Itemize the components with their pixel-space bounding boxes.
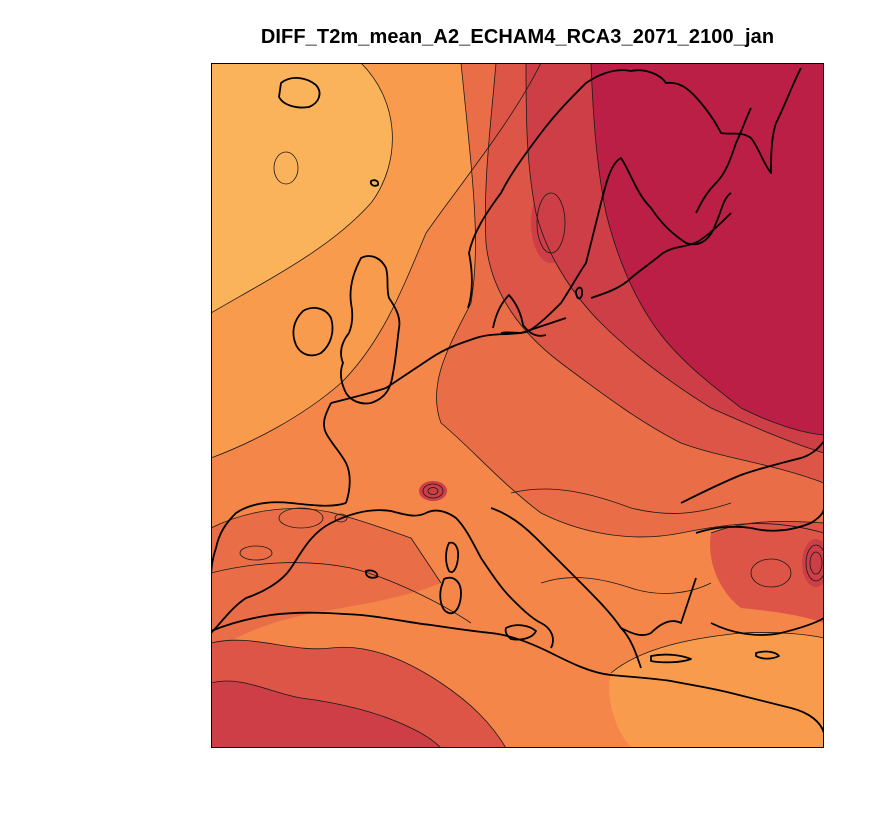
band-level-1 — [211, 63, 393, 313]
coastline-sardinia — [439, 576, 462, 615]
contour-line — [211, 680, 442, 748]
coastline-france-west — [323, 402, 351, 504]
coastlines — [211, 67, 824, 734]
band-level-6-southwest — [211, 680, 441, 748]
contour-line — [540, 577, 712, 594]
coastline-cyprus — [755, 650, 780, 660]
coastline-black-sea — [680, 440, 824, 504]
contour-line — [750, 558, 792, 588]
contour-line — [484, 63, 824, 484]
coastline-iberia-south — [211, 509, 427, 634]
coastline-crete — [650, 653, 692, 664]
contour-line — [211, 63, 542, 459]
contour-line — [536, 192, 566, 254]
band-level-4-southwest — [211, 508, 441, 653]
coastline-continent-north — [330, 317, 567, 404]
coastline-faroes — [369, 179, 380, 187]
coastline-denmark — [492, 294, 547, 337]
coastline-biscay-iberia — [211, 501, 347, 584]
coastline-turkey — [695, 507, 824, 534]
contour-line — [211, 508, 442, 584]
contour-line — [273, 151, 299, 185]
coastline-sicily — [504, 624, 537, 641]
contour-line — [525, 63, 824, 454]
contour-line — [510, 488, 732, 514]
contour-line — [211, 639, 507, 748]
coastline-gotland — [575, 286, 584, 300]
contour-lines — [211, 63, 824, 748]
band-level-5-turkey — [710, 521, 824, 623]
coastline-mallorca — [365, 569, 379, 579]
coastline-iceland-fragment — [278, 77, 321, 109]
coastline-north-africa — [211, 611, 824, 734]
coastline-greece — [620, 577, 697, 636]
coastline-baltic-east — [590, 212, 732, 299]
contour-line — [211, 63, 393, 314]
coastline-italy — [425, 509, 554, 649]
contour-line — [436, 63, 824, 538]
contour-line — [278, 507, 324, 529]
contour-line — [239, 545, 273, 561]
map-title: DIFF_T2m_mean_A2_ECHAM4_RCA3_2071_2100_j… — [260, 26, 775, 48]
coastline-corsica — [445, 541, 460, 573]
contour-line — [590, 63, 824, 436]
contour-line — [334, 513, 348, 523]
map-svg — [211, 63, 824, 748]
hotspot-norway — [531, 183, 571, 263]
contour-line — [211, 562, 472, 624]
contour-line — [422, 483, 444, 499]
coastline-scandinavia — [467, 67, 802, 309]
map-frame — [211, 63, 824, 748]
map-panel — [211, 63, 824, 748]
contour-line — [805, 544, 824, 582]
contour-line — [809, 551, 823, 575]
coastline-uk — [339, 255, 401, 405]
coastline-adriatic-balkans — [490, 507, 642, 669]
contour-line — [427, 487, 439, 495]
hotspot-east — [802, 539, 824, 587]
coastline-finland — [695, 107, 752, 214]
coastline-ireland — [292, 307, 334, 357]
band-level-7-northeast — [591, 63, 824, 435]
coastline-anatolia-south — [710, 617, 824, 636]
coastline-sweden-baltic — [500, 157, 732, 334]
